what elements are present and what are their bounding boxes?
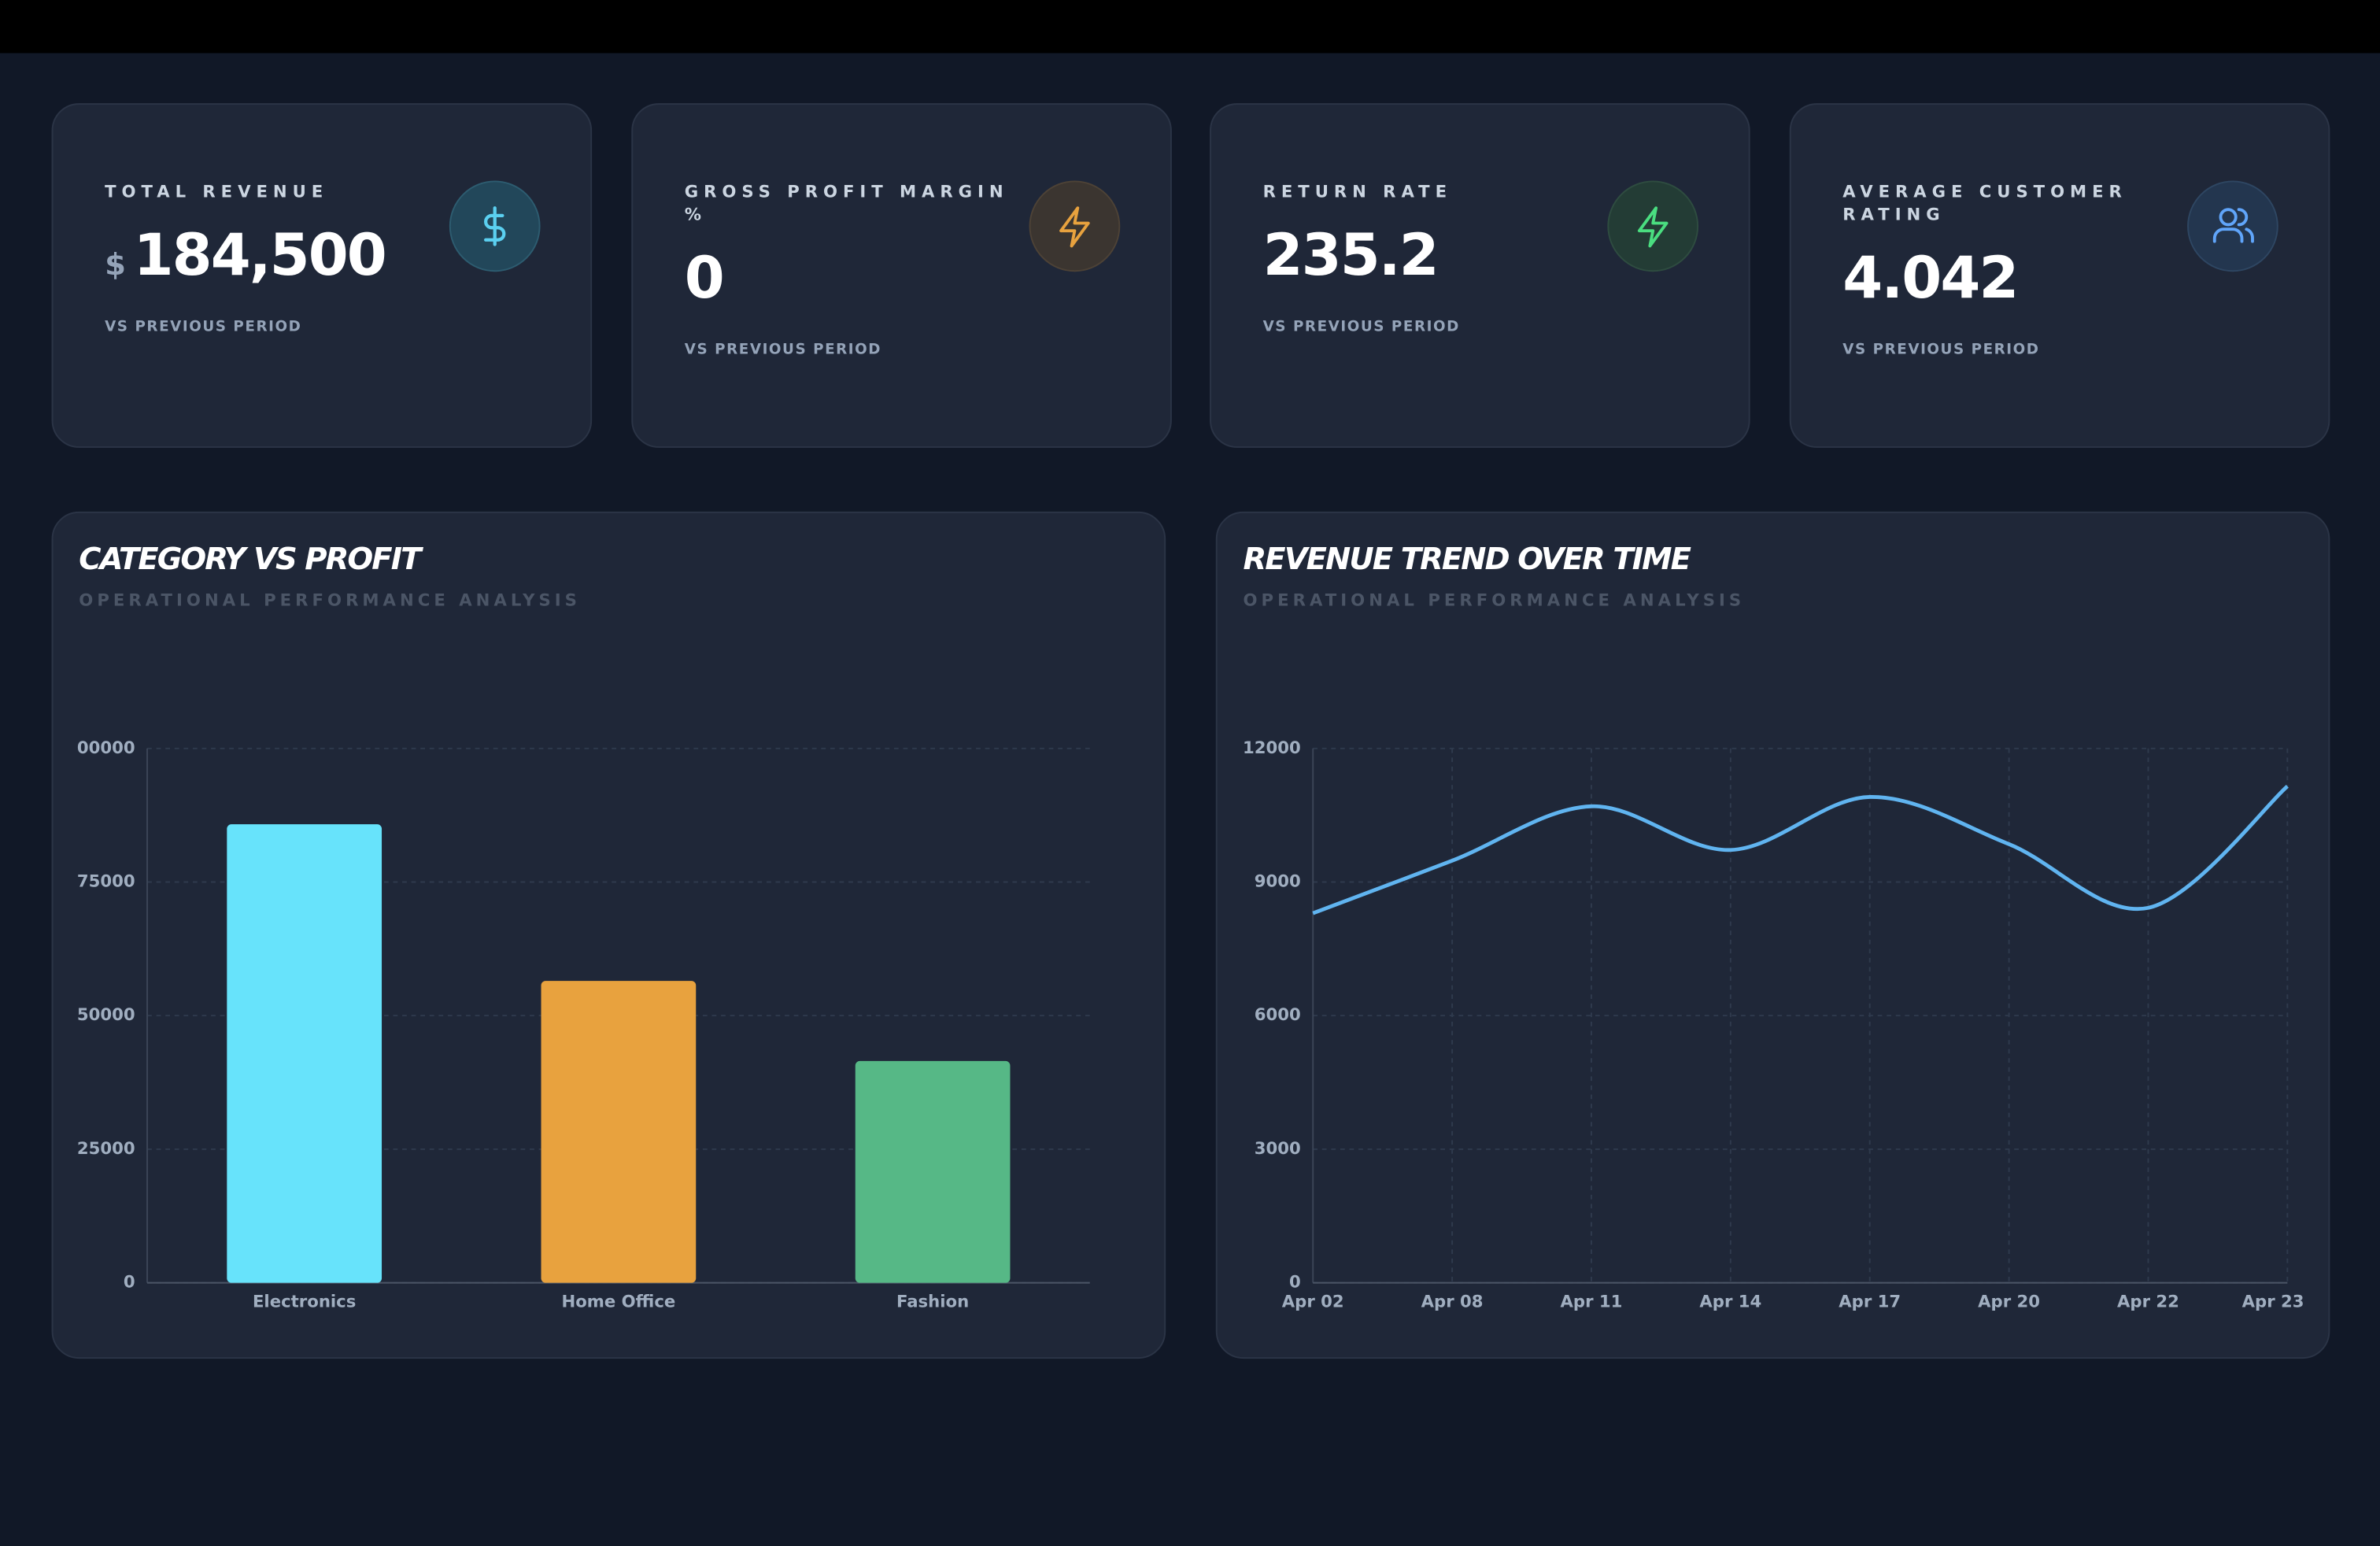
x-tick-label: Apr 23 bbox=[2242, 1293, 2304, 1312]
kpi-card: TOTAL REVENUE $184,500 VS PREVIOUS PERIO… bbox=[51, 103, 593, 448]
kpi-note: VS PREVIOUS PERIOD bbox=[1842, 341, 2040, 359]
kpi-note: VS PREVIOUS PERIOD bbox=[105, 318, 302, 336]
x-tick-label: Electronics bbox=[253, 1293, 356, 1312]
kpi-note: VS PREVIOUS PERIOD bbox=[684, 341, 882, 359]
y-tick-label: 6000 bbox=[1255, 1005, 1301, 1025]
kpi-label: GROSS PROFIT MARGIN % bbox=[684, 182, 1009, 225]
kpi-icon bbox=[2187, 180, 2278, 272]
x-tick-label: Apr 08 bbox=[1421, 1293, 1484, 1312]
bar bbox=[855, 1060, 1011, 1283]
bar bbox=[227, 824, 382, 1283]
bar bbox=[541, 981, 697, 1283]
chart-title: REVENUE TREND OVER TIME bbox=[1243, 540, 1691, 577]
kpi-number: 184,500 bbox=[133, 221, 387, 289]
y-tick-label: 0 bbox=[124, 1273, 135, 1293]
kpi-value: 235.2 bbox=[1262, 221, 1439, 289]
y-tick-label: 25000 bbox=[77, 1139, 135, 1159]
kpi-label: RETURN RATE bbox=[1262, 182, 1453, 202]
y-tick-label: 00000 bbox=[77, 738, 135, 758]
kpi-card: AVERAGE CUSTOMER RATING 4.042 VS PREVIOU… bbox=[1789, 103, 2330, 448]
kpi-card: RETURN RATE 235.2 VS PREVIOUS PERIOD bbox=[1210, 103, 1750, 448]
kpi-note: VS PREVIOUS PERIOD bbox=[1262, 318, 1460, 336]
y-tick-label: 9000 bbox=[1255, 871, 1301, 891]
x-tick-label: Home Office bbox=[561, 1293, 675, 1312]
x-tick-label: Apr 11 bbox=[1560, 1293, 1622, 1312]
chart-subtitle: OPERATIONAL PERFORMANCE ANALYSIS bbox=[1243, 590, 1746, 611]
kpi-value: 4.042 bbox=[1842, 244, 2019, 312]
y-tick-label: 50000 bbox=[77, 1005, 135, 1025]
x-tick-label: Apr 17 bbox=[1839, 1293, 1901, 1312]
y-tick-label: 0 bbox=[1289, 1273, 1301, 1293]
top-bar bbox=[0, 0, 2380, 54]
y-tick-label: 75000 bbox=[77, 871, 135, 891]
chart-card: REVENUE TREND OVER TIME OPERATIONAL PERF… bbox=[1215, 511, 2330, 1359]
kpi-icon bbox=[1029, 180, 1121, 272]
y-tick-label: 12000 bbox=[1243, 738, 1301, 758]
line-series bbox=[1312, 785, 2289, 915]
y-tick-label: 3000 bbox=[1255, 1139, 1301, 1159]
kpi-icon bbox=[449, 180, 541, 272]
kpi-label: TOTAL REVENUE bbox=[105, 182, 329, 202]
kpi-label: AVERAGE CUSTOMER RATING bbox=[1842, 182, 2127, 225]
chart-subtitle: OPERATIONAL PERFORMANCE ANALYSIS bbox=[79, 590, 582, 611]
kpi-card: GROSS PROFIT MARGIN % 0 VS PREVIOUS PERI… bbox=[631, 103, 1172, 448]
kpi-value: $184,500 bbox=[105, 222, 539, 289]
x-tick-label: Apr 20 bbox=[1978, 1293, 2040, 1312]
x-tick-label: Fashion bbox=[896, 1293, 969, 1312]
x-tick-label: Apr 02 bbox=[1282, 1293, 1344, 1312]
kpi-currency: $ bbox=[105, 246, 126, 283]
kpi-icon bbox=[1607, 180, 1699, 272]
x-tick-label: Apr 22 bbox=[2117, 1293, 2179, 1312]
x-tick-label: Apr 14 bbox=[1699, 1293, 1761, 1312]
kpi-value: 0 bbox=[684, 244, 725, 312]
chart-title: CATEGORY VS PROFIT bbox=[79, 540, 421, 577]
